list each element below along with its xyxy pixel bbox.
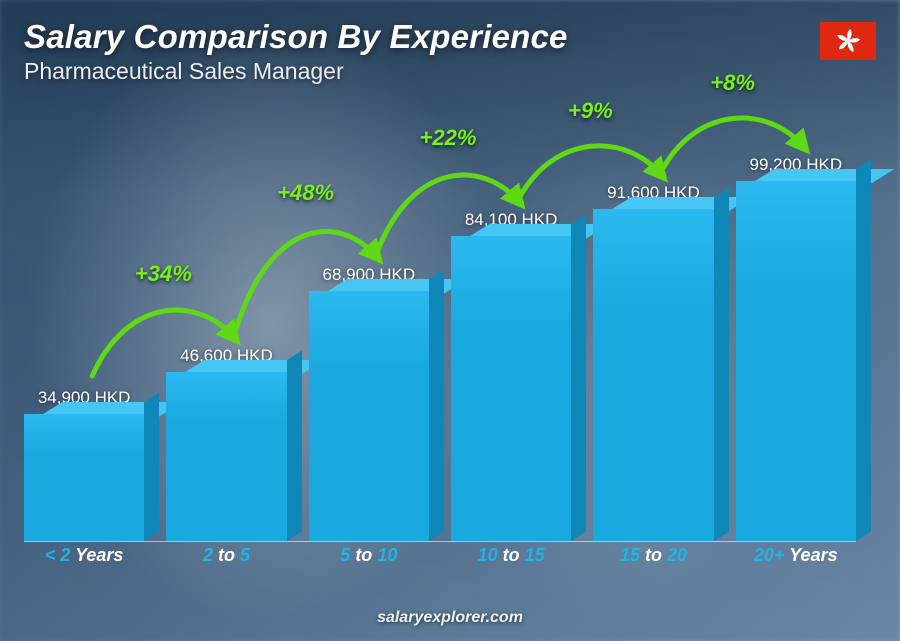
bar-slot: 91,600 HKD: [593, 183, 713, 541]
pct-badge: +8%: [710, 70, 755, 96]
category-label: < 2 Years: [24, 545, 144, 571]
bar: [451, 236, 571, 541]
bar-side-face: [571, 215, 586, 541]
bar-slot: 99,200 HKD: [736, 155, 856, 541]
pct-badge: +48%: [277, 180, 334, 206]
pct-badge: +22%: [420, 125, 477, 151]
bar-side-face: [856, 160, 871, 541]
bar-front-face: [593, 209, 713, 541]
page-title: Salary Comparison By Experience: [24, 18, 568, 56]
header: Salary Comparison By Experience Pharmace…: [24, 18, 568, 85]
bar-side-face: [287, 351, 302, 541]
category-label: 10 to 15: [451, 545, 571, 571]
bar: [24, 414, 144, 541]
pct-badge: +34%: [135, 261, 192, 287]
chart-baseline: [24, 541, 856, 542]
category-label: 2 to 5: [166, 545, 286, 571]
bar-side-face: [144, 393, 159, 541]
bar-side-face: [714, 188, 729, 541]
category-labels: < 2 Years 2 to 5 5 to 10 10 to 15 15 to 20 20…: [24, 545, 856, 571]
bar-side-face: [429, 270, 444, 541]
bar-slot: 84,100 HKD: [451, 210, 571, 541]
bar: [166, 372, 286, 541]
category-label: 20+ Years: [736, 545, 856, 571]
bar-front-face: [736, 181, 856, 541]
bar: [593, 209, 713, 541]
content-root: Salary Comparison By Experience Pharmace…: [0, 0, 900, 641]
chart-area: 34,900 HKD46,600 HKD68,900 HKD84,100 HKD…: [24, 81, 856, 571]
pct-badge: +9%: [568, 98, 613, 124]
bar: [309, 291, 429, 541]
bar-front-face: [24, 414, 144, 541]
hong-kong-flag-icon: [820, 22, 876, 60]
bar-slot: 46,600 HKD: [166, 346, 286, 541]
category-label: 5 to 10: [309, 545, 429, 571]
bar-slot: 68,900 HKD: [309, 265, 429, 541]
footer-attribution: salaryexplorer.com: [0, 609, 900, 627]
bar: [736, 181, 856, 541]
bar-front-face: [451, 236, 571, 541]
category-label: 15 to 20: [593, 545, 713, 571]
bar-slot: 34,900 HKD: [24, 388, 144, 541]
bar-front-face: [166, 372, 286, 541]
bar-front-face: [309, 291, 429, 541]
